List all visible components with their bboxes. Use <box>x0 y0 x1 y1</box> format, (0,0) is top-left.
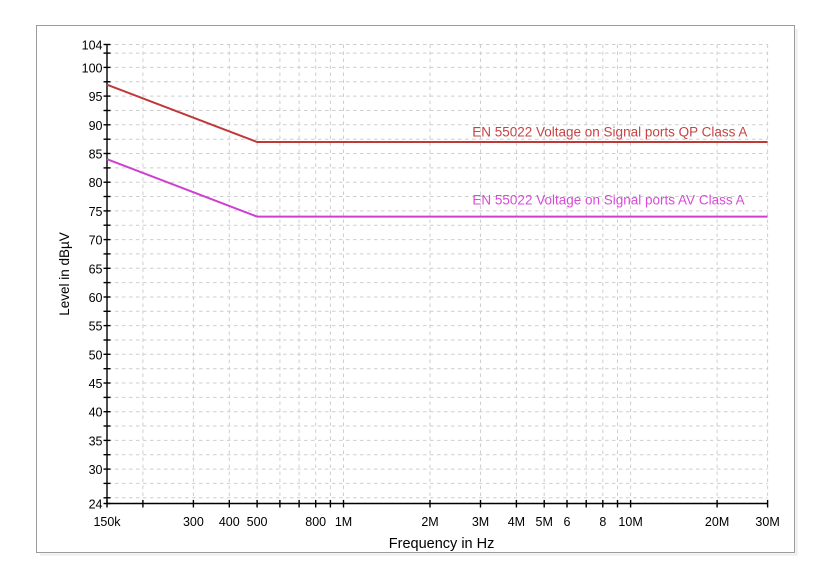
svg-text:1M: 1M <box>335 515 352 529</box>
svg-text:4M: 4M <box>508 515 525 529</box>
svg-text:100: 100 <box>82 61 103 75</box>
svg-text:EN 55022 Voltage on Signal por: EN 55022 Voltage on Signal ports QP Clas… <box>472 124 747 139</box>
svg-text:50: 50 <box>89 348 103 362</box>
svg-text:300: 300 <box>183 515 204 529</box>
svg-text:Frequency in Hz: Frequency in Hz <box>389 536 495 552</box>
svg-text:8: 8 <box>599 515 606 529</box>
svg-text:65: 65 <box>89 262 103 276</box>
svg-text:80: 80 <box>89 176 103 190</box>
svg-text:6: 6 <box>564 515 571 529</box>
svg-text:400: 400 <box>219 515 240 529</box>
svg-text:10M: 10M <box>618 515 642 529</box>
svg-text:75: 75 <box>89 205 103 219</box>
svg-text:2M: 2M <box>421 515 438 529</box>
svg-text:150k: 150k <box>93 515 121 529</box>
svg-text:30: 30 <box>89 463 103 477</box>
svg-text:85: 85 <box>89 148 103 162</box>
svg-text:800: 800 <box>305 515 326 529</box>
svg-text:95: 95 <box>89 90 103 104</box>
svg-text:24: 24 <box>89 498 103 512</box>
svg-text:3M: 3M <box>472 515 489 529</box>
svg-text:Level in dBµV: Level in dBµV <box>57 232 72 316</box>
svg-text:90: 90 <box>89 119 103 133</box>
svg-text:500: 500 <box>247 515 268 529</box>
svg-text:30M: 30M <box>755 515 779 529</box>
svg-text:40: 40 <box>89 406 103 420</box>
svg-text:35: 35 <box>89 434 103 448</box>
svg-text:EN 55022 Voltage on Signal por: EN 55022 Voltage on Signal ports AV Clas… <box>472 193 744 208</box>
svg-text:45: 45 <box>89 377 103 391</box>
svg-text:20M: 20M <box>705 515 729 529</box>
svg-text:104: 104 <box>82 39 103 53</box>
svg-text:5M: 5M <box>536 515 553 529</box>
svg-text:60: 60 <box>89 291 103 305</box>
svg-text:70: 70 <box>89 234 103 248</box>
svg-text:55: 55 <box>89 320 103 334</box>
